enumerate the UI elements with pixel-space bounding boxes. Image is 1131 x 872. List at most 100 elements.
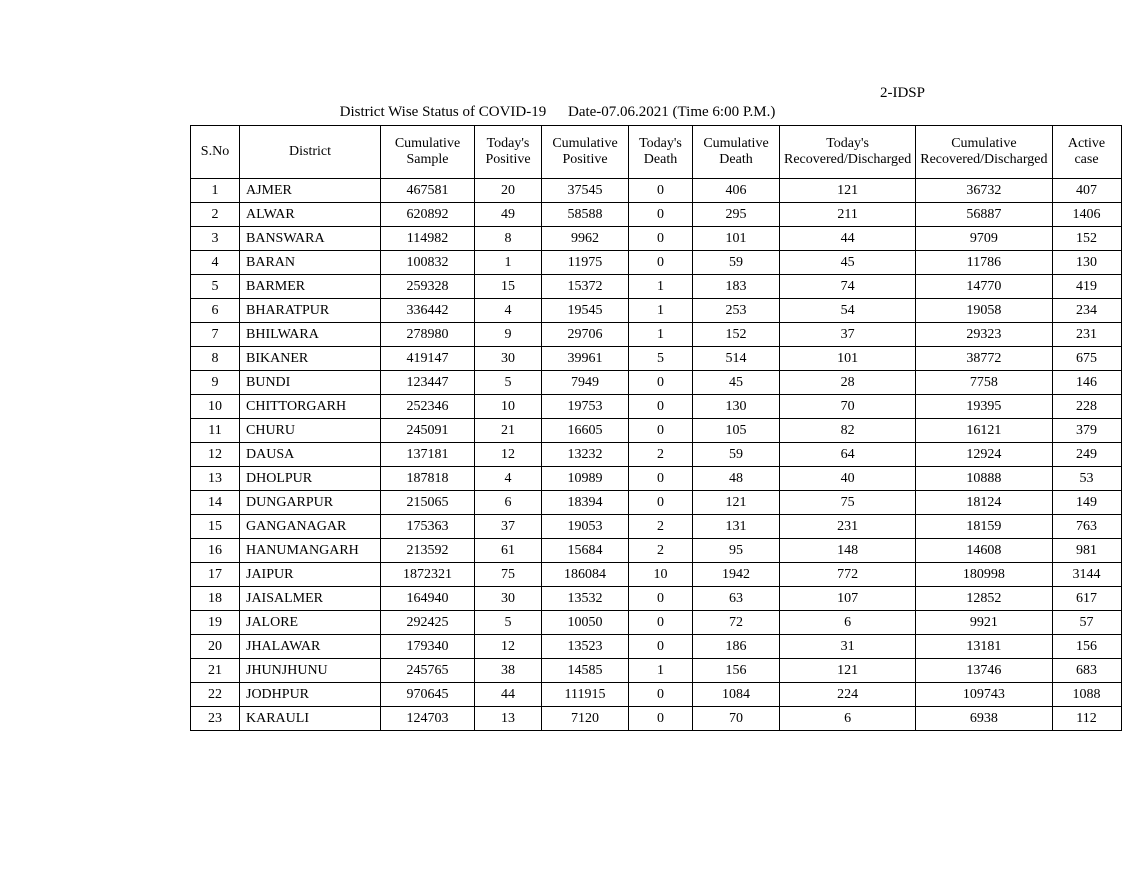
cell-district: AJMER	[240, 179, 381, 203]
cell-active: 1088	[1052, 683, 1121, 707]
cell-cum_pos: 58588	[542, 203, 629, 227]
cell-today_rec: 28	[780, 371, 916, 395]
cell-cum_death: 121	[693, 491, 780, 515]
cell-cum_death: 514	[693, 347, 780, 371]
cell-today_death: 0	[629, 419, 693, 443]
cell-today_death: 1	[629, 323, 693, 347]
cell-cum_rec: 18159	[916, 515, 1052, 539]
cell-cum_death: 152	[693, 323, 780, 347]
cell-today_death: 2	[629, 539, 693, 563]
cell-district: BIKANER	[240, 347, 381, 371]
cell-cum_death: 295	[693, 203, 780, 227]
cell-today_pos: 61	[475, 539, 542, 563]
cell-sno: 8	[191, 347, 240, 371]
table-row: 19JALORE2924255100500726992157	[191, 611, 1122, 635]
cell-sno: 10	[191, 395, 240, 419]
cell-active: 156	[1052, 635, 1121, 659]
cell-today_pos: 9	[475, 323, 542, 347]
cell-active: 379	[1052, 419, 1121, 443]
cell-cum_rec: 7758	[916, 371, 1052, 395]
cell-cum_sample: 114982	[381, 227, 475, 251]
cell-cum_death: 186	[693, 635, 780, 659]
cell-today_pos: 12	[475, 635, 542, 659]
cell-cum_sample: 124703	[381, 707, 475, 731]
column-header: Cumulative Sample	[381, 126, 475, 179]
cell-sno: 17	[191, 563, 240, 587]
cell-active: 617	[1052, 587, 1121, 611]
cell-sno: 22	[191, 683, 240, 707]
cell-today_pos: 37	[475, 515, 542, 539]
cell-active: 981	[1052, 539, 1121, 563]
cell-cum_death: 59	[693, 251, 780, 275]
cell-today_pos: 30	[475, 347, 542, 371]
cell-today_pos: 21	[475, 419, 542, 443]
cell-cum_pos: 16605	[542, 419, 629, 443]
cell-cum_rec: 13181	[916, 635, 1052, 659]
column-header: Active case	[1052, 126, 1121, 179]
column-header: Today's Positive	[475, 126, 542, 179]
cell-cum_pos: 11975	[542, 251, 629, 275]
cell-today_rec: 40	[780, 467, 916, 491]
cell-district: HANUMANGARH	[240, 539, 381, 563]
cell-cum_death: 63	[693, 587, 780, 611]
column-header: Today's Death	[629, 126, 693, 179]
cell-cum_pos: 186084	[542, 563, 629, 587]
cell-active: 3144	[1052, 563, 1121, 587]
table-row: 11CHURU245091211660501058216121379	[191, 419, 1122, 443]
cell-active: 57	[1052, 611, 1121, 635]
cell-cum_sample: 336442	[381, 299, 475, 323]
cell-today_death: 0	[629, 683, 693, 707]
cell-cum_rec: 56887	[916, 203, 1052, 227]
cell-today_death: 0	[629, 203, 693, 227]
cell-today_pos: 13	[475, 707, 542, 731]
cell-sno: 7	[191, 323, 240, 347]
cell-cum_rec: 10888	[916, 467, 1052, 491]
cell-sno: 11	[191, 419, 240, 443]
cell-cum_sample: 1872321	[381, 563, 475, 587]
cell-district: BARMER	[240, 275, 381, 299]
cell-cum_rec: 14770	[916, 275, 1052, 299]
cell-cum_death: 131	[693, 515, 780, 539]
cell-today_rec: 211	[780, 203, 916, 227]
cell-sno: 15	[191, 515, 240, 539]
cell-cum_sample: 292425	[381, 611, 475, 635]
cell-today_death: 2	[629, 443, 693, 467]
header-label: 2-IDSP	[190, 85, 925, 102]
cell-cum_sample: 213592	[381, 539, 475, 563]
cell-cum_death: 59	[693, 443, 780, 467]
cell-today_rec: 101	[780, 347, 916, 371]
cell-today_rec: 224	[780, 683, 916, 707]
cell-cum_death: 70	[693, 707, 780, 731]
cell-cum_death: 253	[693, 299, 780, 323]
column-header: District	[240, 126, 381, 179]
cell-today_rec: 121	[780, 659, 916, 683]
table-row: 2ALWAR62089249585880295211568871406	[191, 203, 1122, 227]
cell-cum_sample: 175363	[381, 515, 475, 539]
cell-cum_rec: 109743	[916, 683, 1052, 707]
title-row: District Wise Status of COVID-19 Date-07…	[190, 104, 925, 121]
cell-cum_sample: 259328	[381, 275, 475, 299]
cell-cum_rec: 9709	[916, 227, 1052, 251]
cell-cum_death: 48	[693, 467, 780, 491]
cell-cum_death: 1942	[693, 563, 780, 587]
cell-cum_death: 183	[693, 275, 780, 299]
cell-today_rec: 6	[780, 611, 916, 635]
cell-active: 228	[1052, 395, 1121, 419]
cell-sno: 1	[191, 179, 240, 203]
cell-today_pos: 4	[475, 299, 542, 323]
cell-cum_pos: 111915	[542, 683, 629, 707]
cell-today_rec: 70	[780, 395, 916, 419]
cell-district: DUNGARPUR	[240, 491, 381, 515]
cell-cum_rec: 12852	[916, 587, 1052, 611]
cell-sno: 14	[191, 491, 240, 515]
cell-cum_death: 72	[693, 611, 780, 635]
cell-today_rec: 31	[780, 635, 916, 659]
cell-cum_sample: 245091	[381, 419, 475, 443]
cell-district: BHARATPUR	[240, 299, 381, 323]
cell-today_rec: 107	[780, 587, 916, 611]
cell-cum_rec: 13746	[916, 659, 1052, 683]
table-row: 14DUNGARPUR21506561839401217518124149	[191, 491, 1122, 515]
cell-today_death: 0	[629, 251, 693, 275]
date-text: Date-07.06.2021 (Time 6:00 P.M.)	[568, 104, 775, 120]
table-row: 4BARAN1008321119750594511786130	[191, 251, 1122, 275]
